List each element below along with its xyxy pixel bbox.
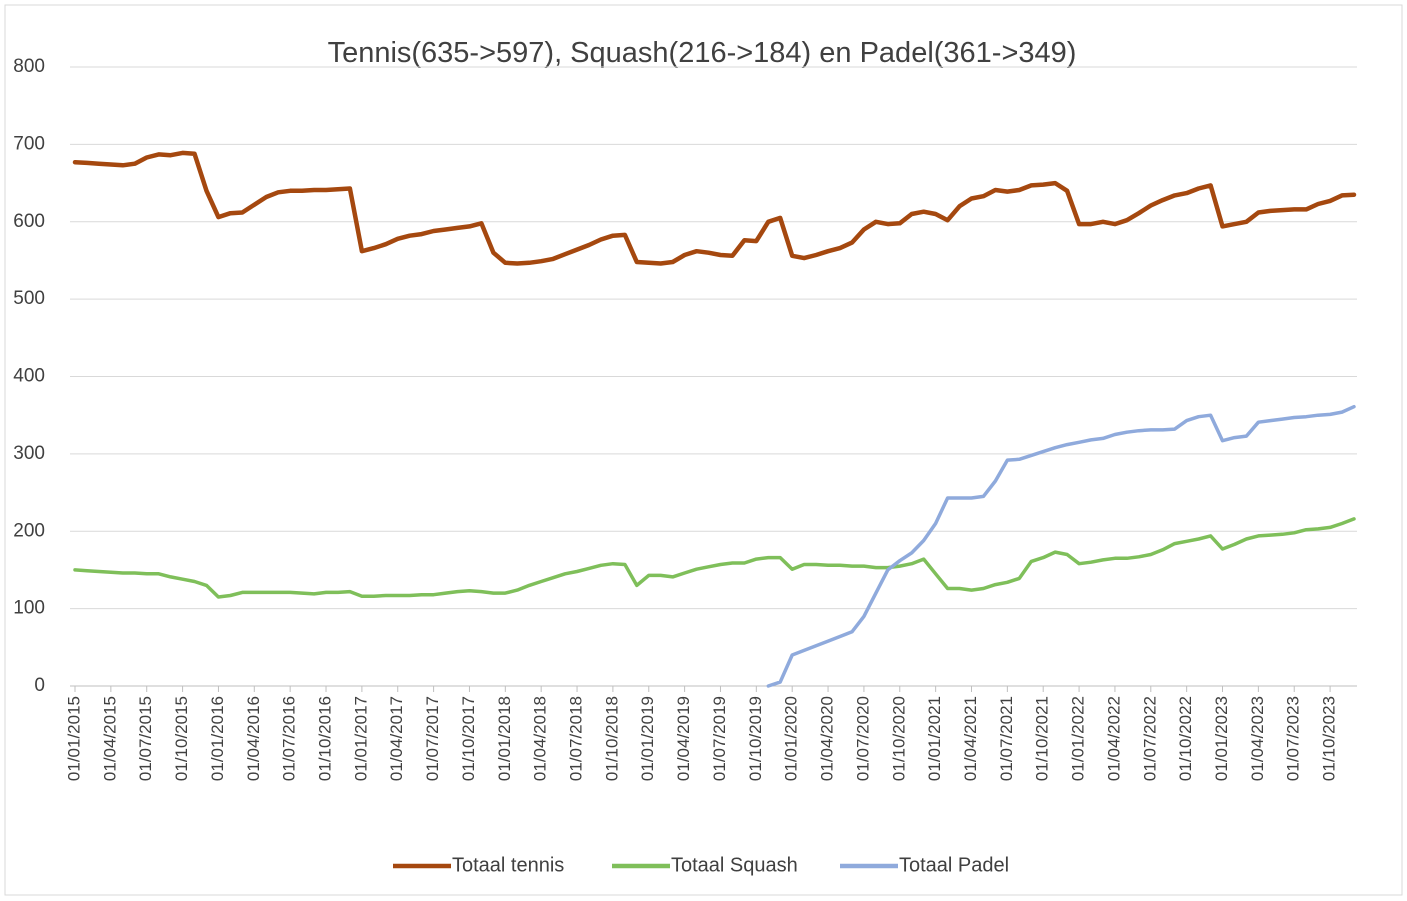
x-tick-label: 01/04/2020 — [818, 696, 837, 781]
x-tick-label: 01/01/2016 — [208, 696, 227, 781]
x-tick-label: 01/04/2015 — [100, 696, 119, 781]
x-tick-label: 01/07/2015 — [136, 696, 155, 781]
legend-item: Totaal Padel — [840, 854, 1009, 876]
x-tick-label: 01/01/2021 — [925, 696, 944, 781]
legend-label: Totaal tennis — [452, 854, 564, 876]
x-tick-label: 01/10/2019 — [746, 696, 765, 781]
x-tick-label: 01/04/2018 — [531, 696, 550, 781]
chart-border — [4, 4, 1403, 896]
x-tick-label: 01/10/2015 — [172, 696, 191, 781]
x-tick-label: 01/04/2016 — [244, 696, 263, 781]
x-tick-label: 01/07/2018 — [567, 696, 586, 781]
chart-title: Tennis(635->597), Squash(216->184) en Pa… — [328, 37, 1077, 69]
x-tick-label: 01/07/2019 — [710, 696, 729, 781]
x-tick-label: 01/04/2019 — [674, 696, 693, 781]
legend-item: Totaal tennis — [393, 854, 564, 876]
x-tick-label: 01/04/2023 — [1248, 696, 1267, 781]
series-line — [72, 150, 1357, 266]
x-tick-label: 01/10/2023 — [1320, 696, 1339, 781]
y-tick-label: 500 — [13, 288, 45, 309]
x-tick-label: 01/01/2023 — [1212, 696, 1231, 781]
x-tick-label: 01/10/2020 — [889, 696, 908, 781]
y-tick-label: 800 — [13, 56, 45, 77]
x-tick-label: 01/04/2017 — [387, 696, 406, 781]
legend-label: Totaal Padel — [899, 854, 1009, 876]
x-tick-label: 01/07/2022 — [1140, 696, 1159, 781]
x-tick-label: 01/01/2017 — [351, 696, 370, 781]
x-tick-label: 01/10/2022 — [1176, 696, 1195, 781]
y-tick-label: 400 — [13, 366, 45, 387]
x-tick-label: 01/04/2022 — [1104, 696, 1123, 781]
series-line — [73, 517, 1356, 599]
y-tick-label: 100 — [13, 598, 45, 619]
y-tick-label: 300 — [13, 443, 45, 464]
x-tick-label: 01/10/2017 — [459, 696, 478, 781]
y-tick-label: 0 — [34, 675, 45, 696]
y-tick-label: 700 — [13, 133, 45, 154]
x-tick-label: 01/07/2023 — [1284, 696, 1303, 781]
x-tick-label: 01/01/2019 — [638, 696, 657, 781]
y-tick-label: 600 — [13, 211, 45, 232]
x-tick-label: 01/10/2018 — [602, 696, 621, 781]
x-tick-label: 01/07/2021 — [997, 696, 1016, 781]
x-tick-label: 01/07/2020 — [853, 696, 872, 781]
legend-item: Totaal Squash — [612, 854, 798, 876]
x-tick-label: 01/01/2020 — [782, 696, 801, 781]
x-tick-label: 01/01/2022 — [1069, 696, 1088, 781]
x-tick-label: 01/07/2016 — [280, 696, 299, 781]
x-tick-label: 01/07/2017 — [423, 696, 442, 781]
x-tick-label: 01/10/2021 — [1033, 696, 1052, 781]
x-tick-label: 01/01/2018 — [495, 696, 514, 781]
x-tick-label: 01/01/2015 — [64, 696, 83, 781]
x-tick-label: 01/04/2021 — [961, 696, 980, 781]
x-tick-label: 01/10/2016 — [316, 696, 335, 781]
y-tick-label: 200 — [13, 520, 45, 541]
series-line — [766, 404, 1356, 688]
legend-label: Totaal Squash — [671, 854, 798, 876]
